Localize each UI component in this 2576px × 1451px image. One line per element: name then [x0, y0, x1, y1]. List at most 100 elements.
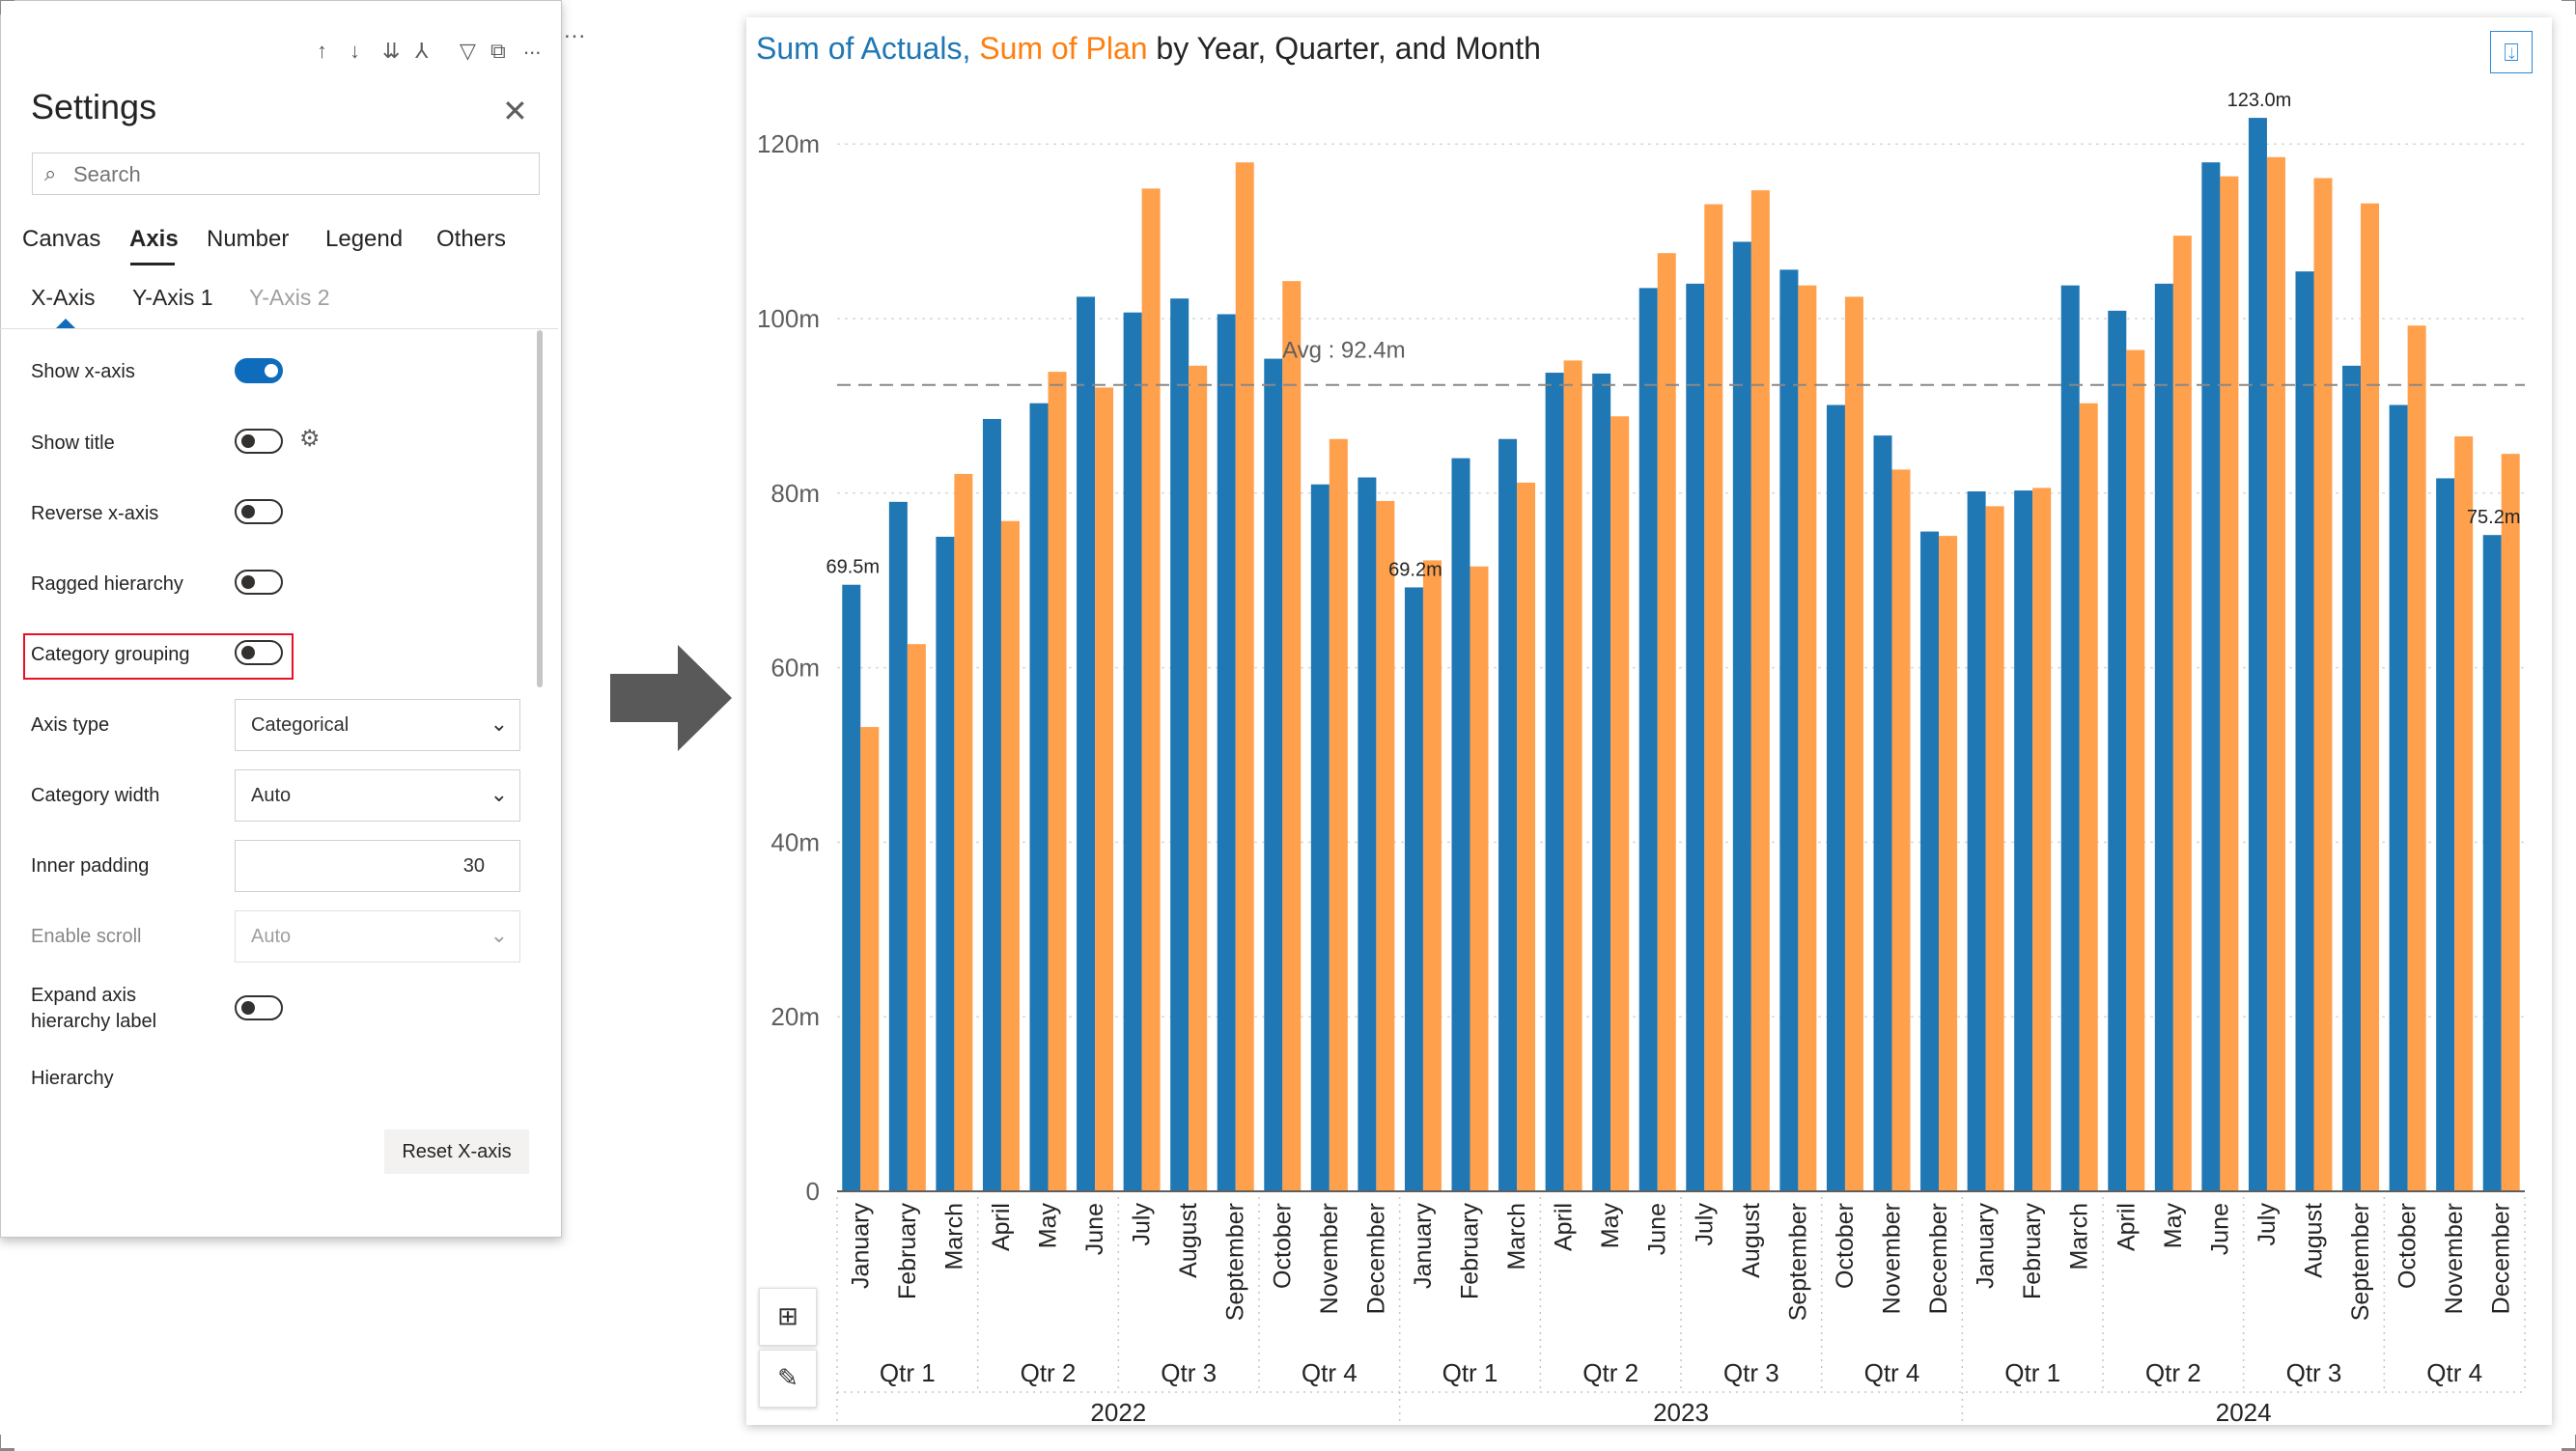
search-icon: ⌕: [44, 161, 57, 185]
actuals-bar: [936, 537, 955, 1191]
x-tick-label: March: [1503, 1203, 1530, 1270]
tab-canvas[interactable]: Canvas: [22, 226, 101, 252]
plan-bar: [2361, 203, 2380, 1191]
plan-bar: [1563, 360, 1582, 1192]
actuals-bar: [888, 501, 908, 1191]
table-view-icon[interactable]: ⊞: [759, 1288, 817, 1346]
more-menu-icon[interactable]: ...: [564, 17, 587, 43]
tab-legend[interactable]: Legend: [325, 226, 404, 252]
actuals-bar: [2295, 271, 2314, 1192]
x-tick-label: February: [2019, 1203, 2046, 1300]
plan-bar: [954, 473, 973, 1191]
x-tick-label: June: [2206, 1203, 2233, 1255]
actuals-bar: [1638, 288, 1658, 1191]
expand-axis-toggle[interactable]: [235, 995, 283, 1020]
axis-type-dropdown[interactable]: Categorical ⌄: [235, 699, 520, 751]
scrollbar[interactable]: [537, 330, 543, 687]
resize-corner[interactable]: [2562, 1435, 2576, 1451]
plan-bar: [1095, 387, 1114, 1191]
resize-corner[interactable]: [0, 1435, 14, 1451]
plan-bar: [2126, 349, 2145, 1191]
actuals-bar: [1873, 435, 1892, 1191]
search-box[interactable]: ⌕: [32, 153, 540, 195]
inner-padding-input[interactable]: 30: [235, 840, 520, 892]
expand-axis-label-line1: Expand axis: [31, 985, 136, 1006]
plan-bar: [1657, 253, 1676, 1191]
x-tick-label: August: [2301, 1203, 2328, 1278]
gear-icon[interactable]: ⚙: [299, 426, 321, 452]
export-icon[interactable]: ⍗: [2490, 31, 2533, 73]
plan-bar: [1750, 190, 1770, 1191]
actuals-bar: [1310, 484, 1330, 1191]
edit-icon[interactable]: ✎: [759, 1350, 817, 1408]
tab-others[interactable]: Others: [436, 226, 507, 252]
x-tick-label: October: [1269, 1203, 1296, 1289]
resize-corner[interactable]: [2562, 0, 2576, 14]
chart-title-rest: by Year, Quarter, and Month: [1156, 31, 1541, 66]
actuals-bar: [2014, 490, 2033, 1191]
quarter-label: Qtr 2: [1021, 1358, 1077, 1387]
focus-icon[interactable]: ⧉: [490, 39, 506, 63]
y-tick-label: 80m: [770, 479, 820, 508]
x-tick-label: September: [1222, 1203, 1249, 1321]
close-icon[interactable]: ✕: [502, 94, 528, 128]
plan-bar: [1470, 566, 1489, 1191]
more-options-icon[interactable]: ...: [523, 35, 542, 59]
plan-bar: [2313, 178, 2333, 1191]
x-tick-label: August: [1175, 1203, 1202, 1278]
hierarchy-icon[interactable]: ⅄: [415, 39, 429, 63]
plan-bar: [907, 644, 926, 1191]
actuals-bar: [2482, 535, 2502, 1191]
x-tick-label: January: [847, 1203, 874, 1289]
resize-corner[interactable]: [0, 0, 14, 14]
enable-scroll-value: Auto: [251, 926, 292, 947]
x-tick-label: August: [1738, 1203, 1765, 1278]
plan-bar: [2407, 325, 2426, 1191]
tab-number[interactable]: Number: [207, 226, 290, 252]
hierarchy-label: Hierarchy: [31, 1068, 114, 1089]
category-width-dropdown[interactable]: Auto ⌄: [235, 769, 520, 822]
data-label: 75.2m: [2467, 507, 2521, 528]
filter-icon[interactable]: ▽: [460, 39, 476, 63]
chart-plot: 0 20m 40m 60m 80m 100m 120m Avg : 92.4m 69.5m 69.…: [757, 90, 2526, 1425]
reverse-x-axis-toggle[interactable]: [235, 499, 283, 524]
subtab-y-axis-1[interactable]: Y-Axis 1: [132, 285, 213, 310]
x-tick-label: February: [1457, 1203, 1484, 1300]
inner-padding-label: Inner padding: [31, 855, 150, 877]
show-x-axis-toggle[interactable]: [235, 358, 283, 383]
reverse-x-axis-label: Reverse x-axis: [31, 503, 159, 524]
plan-bar: [1422, 560, 1442, 1191]
category-grouping-toggle[interactable]: [235, 640, 283, 665]
ragged-hierarchy-toggle[interactable]: [235, 570, 283, 595]
quarter-label: Qtr 1: [1442, 1358, 1498, 1387]
chevron-down-icon: ⌄: [490, 923, 508, 947]
x-tick-label: May: [1035, 1203, 1062, 1249]
x-tick-label: April: [1551, 1203, 1578, 1251]
actuals-bar: [1029, 403, 1049, 1191]
arrow-up-icon[interactable]: ↑: [317, 39, 327, 63]
search-input[interactable]: [71, 159, 529, 190]
plan-bar: [1704, 204, 1723, 1192]
y-tick-label: 120m: [757, 129, 820, 158]
actuals-bar: [1732, 241, 1751, 1191]
subtab-x-axis[interactable]: X-Axis: [31, 285, 96, 310]
category-width-value: Auto: [251, 785, 292, 806]
toggle-knob: [241, 434, 255, 448]
sort-icon[interactable]: ⇊: [382, 39, 401, 63]
chart-card: Sum of Actuals, Sum of Plan by Year, Qua…: [746, 17, 2552, 1425]
show-title-toggle[interactable]: [235, 429, 283, 454]
year-label: 2022: [1090, 1398, 1146, 1425]
arrow-down-icon[interactable]: ↓: [350, 39, 360, 63]
tab-axis[interactable]: Axis: [129, 226, 179, 252]
reset-x-axis-button[interactable]: Reset X-axis: [384, 1130, 529, 1174]
x-tick-label: June: [1081, 1203, 1108, 1255]
plan-bar: [1141, 188, 1161, 1192]
show-title-label: Show title: [31, 433, 115, 454]
chart-title-series1: Sum of Actuals,: [756, 31, 971, 66]
plan-bar: [1376, 500, 1395, 1191]
x-tick-label: June: [1644, 1203, 1671, 1255]
highlight-box: [23, 633, 294, 680]
year-label: 2023: [1653, 1398, 1709, 1425]
x-tick-label: November: [1879, 1203, 1906, 1314]
